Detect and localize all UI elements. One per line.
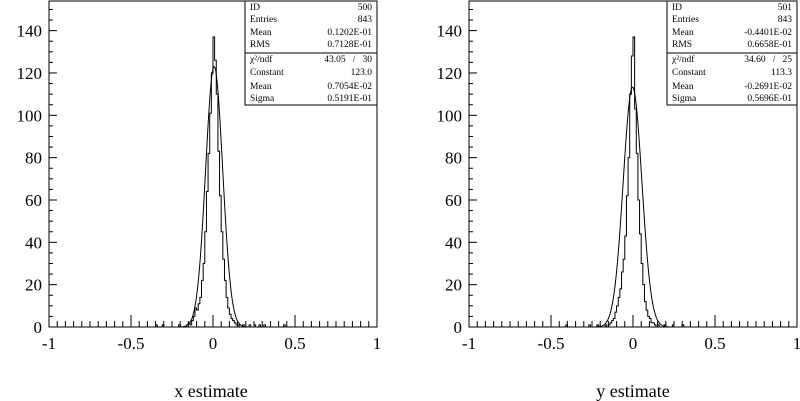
y-tick-label: 120 — [437, 64, 463, 83]
y-tick-label: 60 — [445, 191, 462, 210]
fit-chi2-value: 43.05 / 30 — [324, 55, 372, 65]
y-estimate-panel: 0 20 40 60 80 100 120 140 -1 -0.5 0 0.5 1 ID 501 En… — [437, 0, 800, 401]
x-tick-label: 0 — [209, 334, 218, 353]
fit-mean-label: Mean — [250, 82, 272, 92]
y-tick-label: 20 — [445, 276, 462, 295]
y-tick-label: 40 — [445, 233, 462, 252]
stat-entries-value: 843 — [778, 15, 793, 25]
statistics-box: ID 501 Entries 843 Mean -0.4401E-02 RMS … — [666, 0, 798, 106]
fit-constant-label: Constant — [672, 68, 706, 78]
gaussian-fit-curve — [595, 86, 670, 328]
x-axis-title: y estimate — [596, 381, 669, 401]
x-tick-label: 1 — [793, 334, 800, 353]
stat-id-label: ID — [672, 3, 682, 13]
y-tick-label: 140 — [437, 22, 463, 41]
stat-id-value: 500 — [358, 3, 373, 13]
y-tick-label: 100 — [17, 106, 43, 125]
histogram-steps — [565, 36, 685, 328]
fit-sigma-label: Sigma — [672, 94, 697, 104]
y-tick-label: 100 — [437, 106, 463, 125]
stat-rms-value: 0.6658E-01 — [747, 40, 792, 50]
x-axis: -1 -0.5 0 0.5 1 — [42, 315, 381, 353]
fit-sigma-label: Sigma — [250, 94, 275, 104]
x-axis-title: x estimate — [174, 381, 247, 401]
x-tick-label: -1 — [42, 334, 56, 353]
fit-constant-value: 123.0 — [351, 68, 373, 78]
stat-rms-value: 0.7128E-01 — [327, 40, 372, 50]
stat-entries-label: Entries — [672, 15, 699, 25]
stat-entries-label: Entries — [250, 15, 277, 25]
x-tick-label: 0.5 — [704, 334, 725, 353]
fit-chi2-label: χ²/ndf — [671, 54, 695, 65]
fit-chi2-value: 34.60 / 25 — [744, 55, 792, 65]
stat-mean-value: 0.1202E-01 — [327, 28, 372, 38]
x-tick-label: 0.5 — [284, 334, 305, 353]
statistics-box: ID 500 Entries 843 Mean 0.1202E-01 RMS 0… — [244, 0, 378, 106]
x-tick-label: 1 — [373, 334, 382, 353]
stat-rms-label: RMS — [250, 40, 270, 50]
y-tick-label: 40 — [25, 233, 42, 252]
y-tick-label: 60 — [25, 191, 42, 210]
y-axis: 0 20 40 60 80 100 120 140 — [437, 8, 477, 337]
y-tick-label: 0 — [34, 318, 43, 337]
y-tick-label: 80 — [445, 149, 462, 168]
x-tick-label: -0.5 — [118, 334, 145, 353]
y-tick-label: 20 — [25, 276, 42, 295]
stat-mean-value: -0.4401E-02 — [744, 28, 792, 38]
y-tick-label: 140 — [17, 22, 43, 41]
x-axis: -1 -0.5 0 0.5 1 — [462, 315, 800, 353]
x-tick-label: 0 — [629, 334, 638, 353]
fit-sigma-value: 0.5191E-01 — [327, 94, 372, 104]
x-estimate-panel: 0 20 40 60 80 100 120 140 -1 -0.5 0 0.5 1 ID 500 En… — [17, 0, 381, 401]
stat-id-label: ID — [250, 3, 260, 13]
fit-mean-label: Mean — [672, 82, 694, 92]
x-tick-label: -1 — [462, 334, 476, 353]
fit-sigma-value: 0.5696E-01 — [747, 94, 792, 104]
fit-mean-value: -0.2691E-02 — [744, 82, 792, 92]
gaussian-fit-curve — [180, 66, 249, 328]
stat-entries-value: 843 — [358, 15, 373, 25]
x-tick-label: -0.5 — [538, 334, 565, 353]
fit-constant-label: Constant — [250, 68, 284, 78]
stat-id-value: 501 — [778, 3, 793, 13]
fit-mean-value: 0.7054E-02 — [327, 82, 372, 92]
y-tick-label: 0 — [454, 318, 463, 337]
stat-rms-label: RMS — [672, 40, 692, 50]
fit-chi2-label: χ²/ndf — [249, 54, 273, 65]
fit-constant-value: 113.3 — [771, 68, 792, 78]
stat-mean-label: Mean — [250, 28, 272, 38]
stat-mean-label: Mean — [672, 28, 694, 38]
y-tick-label: 120 — [17, 64, 43, 83]
y-axis: 0 20 40 60 80 100 120 140 — [17, 8, 57, 337]
y-tick-label: 80 — [25, 149, 42, 168]
